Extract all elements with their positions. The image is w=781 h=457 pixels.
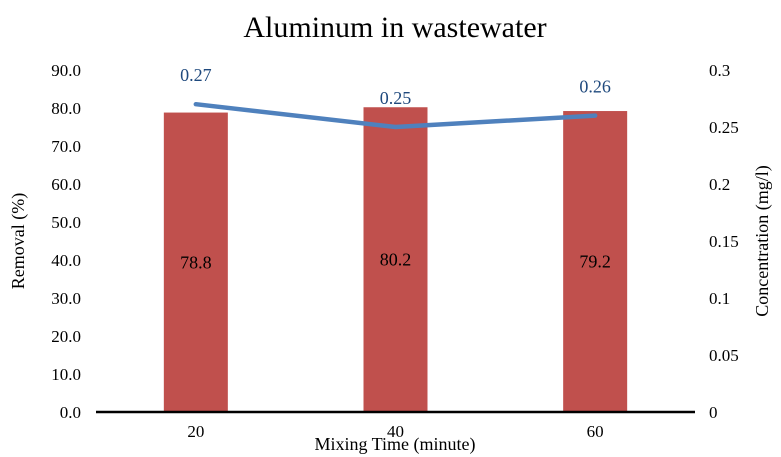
left-y-axis-title: Removal (%) bbox=[8, 193, 29, 289]
right-tick-label: 0.15 bbox=[709, 232, 739, 251]
x-tick-label: 60 bbox=[587, 422, 604, 441]
left-tick-label: 90.0 bbox=[51, 61, 81, 80]
right-tick-label: 0 bbox=[709, 403, 718, 422]
bar-value-label: 79.2 bbox=[579, 252, 611, 272]
left-tick-label: 30.0 bbox=[51, 289, 81, 308]
right-tick-label: 0.1 bbox=[709, 289, 730, 308]
line-value-label: 0.27 bbox=[180, 65, 212, 85]
bar-value-label: 80.2 bbox=[380, 250, 412, 270]
chart-title: Aluminum in wastewater bbox=[243, 11, 546, 44]
right-tick-label: 0.2 bbox=[709, 175, 730, 194]
line-value-label: 0.25 bbox=[380, 88, 412, 108]
left-tick-label: 40.0 bbox=[51, 251, 81, 270]
x-tick-label: 20 bbox=[187, 422, 204, 441]
left-tick-label: 80.0 bbox=[51, 99, 81, 118]
left-tick-label: 60.0 bbox=[51, 175, 81, 194]
right-tick-label: 0.25 bbox=[709, 118, 739, 137]
line-value-label: 0.26 bbox=[579, 77, 611, 97]
right-y-axis-title: Concentration (mg/l) bbox=[752, 165, 773, 316]
x-axis-title: Mixing Time (minute) bbox=[314, 434, 475, 455]
right-tick-label: 0.05 bbox=[709, 346, 739, 365]
bar-value-label: 78.8 bbox=[180, 252, 212, 272]
left-tick-label: 10.0 bbox=[51, 365, 81, 384]
left-tick-label: 0.0 bbox=[60, 403, 81, 422]
left-tick-label: 50.0 bbox=[51, 213, 81, 232]
bar-series: 78.8 80.2 79.2 bbox=[164, 107, 627, 412]
right-tick-label: 0.3 bbox=[709, 61, 730, 80]
left-tick-label: 20.0 bbox=[51, 327, 81, 346]
left-tick-label: 70.0 bbox=[51, 137, 81, 156]
left-y-axis: 0.0 10.0 20.0 30.0 40.0 50.0 60.0 70.0 80.0 90.0 bbox=[51, 61, 81, 422]
right-y-axis: 0 0.05 0.1 0.15 0.2 0.25 0.3 bbox=[709, 61, 739, 422]
